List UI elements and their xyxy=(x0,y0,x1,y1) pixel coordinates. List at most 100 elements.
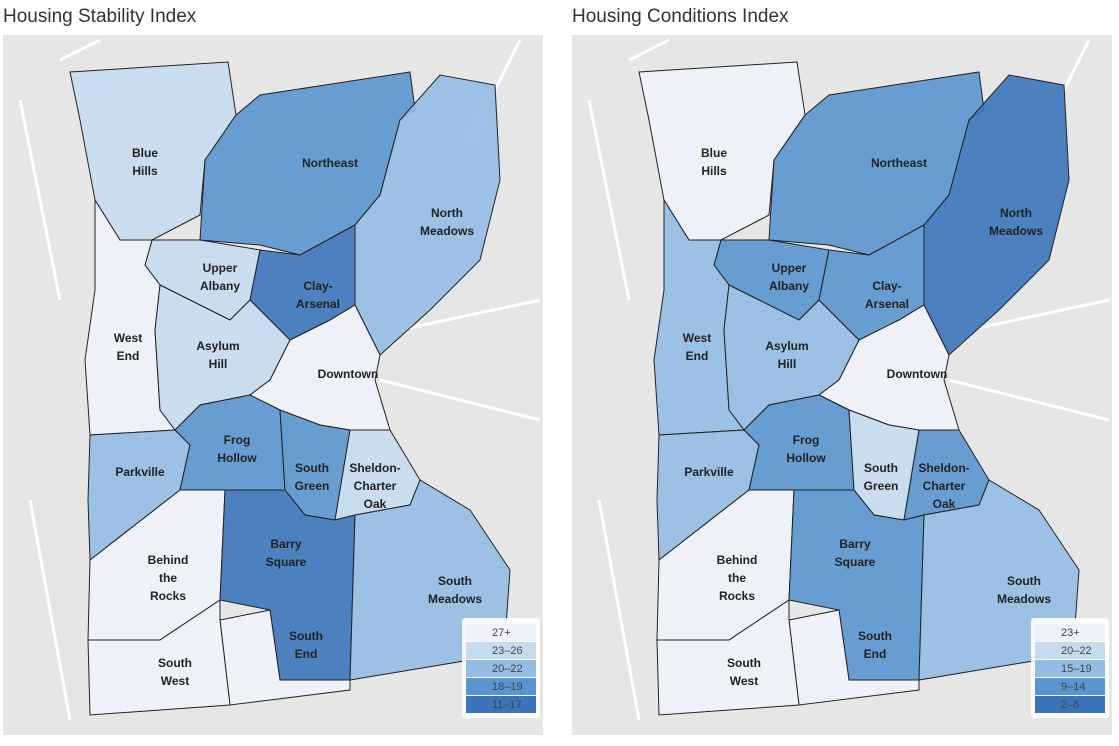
neighborhood-label: Meadows xyxy=(420,224,474,238)
neighborhood-label: End xyxy=(686,349,709,363)
neighborhood-label: Blue xyxy=(132,146,158,160)
legend-swatch xyxy=(1035,678,1105,695)
neighborhood-label: Asylum xyxy=(765,339,808,353)
neighborhood-label: South xyxy=(289,629,323,643)
legend-swatch xyxy=(466,660,536,677)
legend-label: 9–14 xyxy=(1061,681,1085,693)
road xyxy=(379,378,541,422)
map-title: Housing Conditions Index xyxy=(572,6,789,27)
legend-label: 23+ xyxy=(1061,627,1080,639)
legend-swatch xyxy=(466,678,536,695)
neighborhood-label: Hollow xyxy=(786,451,826,465)
neighborhood-label: Asylum xyxy=(196,339,239,353)
neighborhood-label: Downtown xyxy=(887,367,948,381)
neighborhood-label: Meadows xyxy=(997,592,1051,606)
neighborhood-label: Clay- xyxy=(872,279,901,293)
road xyxy=(399,298,541,332)
neighborhood[interactable] xyxy=(87,599,231,716)
legend-label: 15–19 xyxy=(1061,663,1092,675)
neighborhood-label: Albany xyxy=(769,279,809,293)
neighborhood-label: Arsenal xyxy=(296,297,340,311)
legend-swatch xyxy=(466,696,536,713)
legend-label: 23–26 xyxy=(492,645,523,657)
neighborhood-label: Square xyxy=(266,555,307,569)
neighborhood-label: West xyxy=(114,331,142,345)
neighborhood-label: Green xyxy=(864,479,899,493)
neighborhood-label: South xyxy=(727,656,761,670)
legend-swatch xyxy=(466,642,536,659)
road xyxy=(28,499,72,721)
road xyxy=(948,378,1110,422)
neighborhood-label: Green xyxy=(295,479,330,493)
neighborhood-label: the xyxy=(728,571,746,585)
legend-label: 18–19 xyxy=(492,681,523,693)
neighborhood[interactable] xyxy=(638,61,806,241)
road xyxy=(18,99,62,301)
neighborhood-label: South xyxy=(858,629,892,643)
neighborhood-label: Square xyxy=(835,555,876,569)
neighborhood-label: Blue xyxy=(701,146,727,160)
neighborhood[interactable] xyxy=(656,599,800,716)
map-title: Housing Stability Index xyxy=(3,6,197,27)
road xyxy=(59,38,101,62)
neighborhood-label: Frog xyxy=(793,433,820,447)
map-panel: Housing Stability Index Blue Hills Northeas… xyxy=(3,6,543,735)
road xyxy=(587,99,631,301)
neighborhood-label: Hills xyxy=(701,164,727,178)
map-panel: Housing Conditions Index Blue Hills Northea… xyxy=(572,6,1112,735)
legend-swatch xyxy=(1035,660,1105,677)
neighborhood-label: Oak xyxy=(364,497,387,511)
neighborhood-label: Charter xyxy=(923,479,966,493)
neighborhood-label: Parkville xyxy=(684,465,734,479)
neighborhood-label: North xyxy=(431,206,463,220)
neighborhood-label: Meadows xyxy=(428,592,482,606)
neighborhood-label: Behind xyxy=(148,553,189,567)
neighborhood-label: Sheldon- xyxy=(918,461,969,475)
neighborhood-label: Sheldon- xyxy=(349,461,400,475)
neighborhood-label: Northeast xyxy=(302,156,358,170)
road xyxy=(597,499,641,721)
neighborhood-label: Rocks xyxy=(719,589,755,603)
road xyxy=(968,298,1110,332)
legend-swatch xyxy=(1035,642,1105,659)
neighborhood-label: End xyxy=(864,647,887,661)
neighborhood-label: Downtown xyxy=(318,367,379,381)
neighborhood-label: South xyxy=(864,461,898,475)
neighborhood-label: South xyxy=(438,574,472,588)
legend-label: 20–22 xyxy=(1061,645,1092,657)
neighborhood-label: Behind xyxy=(717,553,758,567)
neighborhood-label: West xyxy=(161,674,189,688)
neighborhood-label: South xyxy=(1007,574,1041,588)
neighborhood-label: South xyxy=(295,461,329,475)
neighborhood-label: Upper xyxy=(203,261,238,275)
neighborhood-label: the xyxy=(159,571,177,585)
neighborhood-label: Hill xyxy=(209,357,228,371)
neighborhood-label: Oak xyxy=(933,497,956,511)
neighborhood-label: Rocks xyxy=(150,589,186,603)
legend-label: 20–22 xyxy=(492,663,523,675)
neighborhood-label: Barry xyxy=(839,537,871,551)
neighborhood-label: West xyxy=(730,674,758,688)
neighborhood-label: South xyxy=(158,656,192,670)
neighborhood-label: West xyxy=(683,331,711,345)
neighborhood-label: Albany xyxy=(200,279,240,293)
legend-label: 11–17 xyxy=(492,699,522,711)
neighborhood-label: Clay- xyxy=(303,279,332,293)
neighborhood-label: Charter xyxy=(354,479,397,493)
neighborhood-label: Hills xyxy=(132,164,158,178)
legend-swatch xyxy=(1035,696,1105,713)
legend-label: 27+ xyxy=(492,627,511,639)
neighborhood-label: Hill xyxy=(778,357,797,371)
neighborhood[interactable] xyxy=(69,61,237,241)
neighborhood-label: Northeast xyxy=(871,156,927,170)
neighborhood-label: Upper xyxy=(772,261,807,275)
neighborhood-label: Barry xyxy=(270,537,302,551)
neighborhood-label: End xyxy=(117,349,140,363)
legend-swatch xyxy=(466,624,536,641)
neighborhood-label: End xyxy=(295,647,318,661)
legend-label: 2–8 xyxy=(1061,699,1079,711)
road xyxy=(628,38,670,62)
neighborhood-label: Meadows xyxy=(989,224,1043,238)
neighborhood-label: Parkville xyxy=(115,465,165,479)
